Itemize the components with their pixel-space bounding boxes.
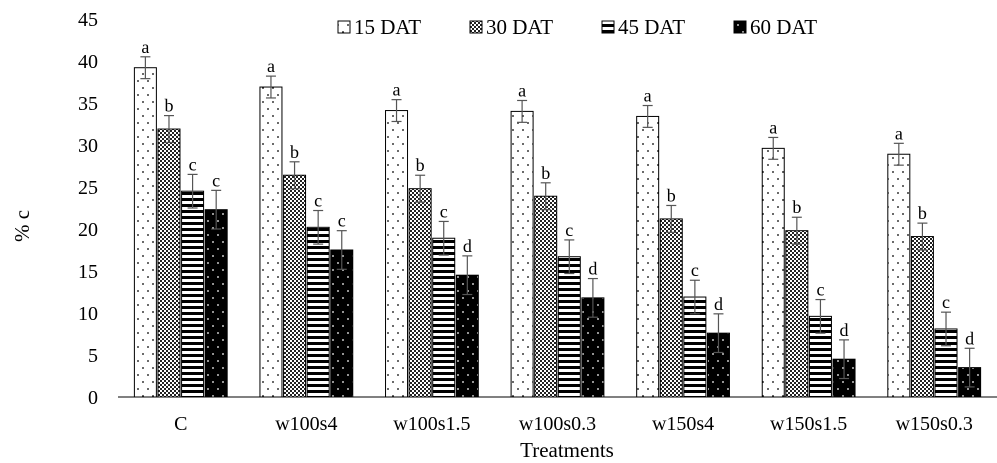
significance-letter: a [141, 37, 149, 57]
bar [534, 195, 558, 398]
legend-swatch [733, 20, 747, 34]
bar [283, 174, 307, 398]
bar [761, 147, 785, 398]
x-tick-label: w100s4 [275, 413, 337, 435]
significance-letter: d [714, 294, 723, 314]
significance-letter: b [541, 163, 550, 183]
significance-letter: a [895, 123, 903, 143]
bar [557, 256, 581, 398]
significance-letter: a [267, 56, 275, 76]
legend-label: 30 DAT [486, 15, 553, 39]
bar [306, 226, 330, 398]
bar [785, 230, 809, 398]
legend-swatch [337, 20, 351, 34]
bar [330, 249, 354, 398]
significance-letter: c [942, 292, 950, 312]
bar [133, 67, 157, 398]
significance-letter: d [965, 328, 974, 348]
significance-letter: c [565, 220, 573, 240]
significance-letter: a [769, 117, 777, 137]
legend-label: 15 DAT [354, 15, 421, 39]
significance-letter: b [918, 203, 927, 223]
significance-letter: c [189, 154, 197, 174]
legend-swatch [469, 20, 483, 34]
y-tick-label: 45 [78, 9, 98, 31]
significance-letter: d [840, 320, 849, 340]
bar [157, 128, 181, 398]
bar [636, 115, 660, 398]
y-tick-label: 20 [78, 219, 98, 241]
significance-letter: c [314, 191, 322, 211]
significance-letter: b [164, 96, 173, 116]
bar [204, 209, 228, 398]
legend-swatch [601, 20, 615, 34]
bar [408, 188, 432, 398]
x-tick-label: w150s0.3 [896, 413, 973, 435]
significance-letter: c [212, 170, 220, 190]
bar [510, 110, 534, 398]
significance-letter: a [644, 86, 652, 106]
y-tick-label: 35 [78, 93, 98, 115]
significance-letter: d [588, 259, 597, 279]
y-tick-label: 0 [88, 387, 98, 409]
legend-label: 60 DAT [750, 15, 817, 39]
significance-letter: c [338, 211, 346, 231]
legend-label: 45 DAT [618, 15, 685, 39]
y-tick-label: 15 [78, 261, 98, 283]
bar [432, 237, 456, 398]
significance-letter: b [667, 185, 676, 205]
significance-letter: a [393, 80, 401, 100]
significance-letter: b [792, 197, 801, 217]
x-tick-label: C [174, 413, 187, 435]
legend: 15 DAT 30 DAT 45 DAT 60 DAT [337, 15, 817, 39]
significance-letter: c [816, 280, 824, 300]
significance-letter: b [290, 142, 299, 162]
y-axis-title: % c [10, 210, 34, 242]
significance-letter: b [416, 155, 425, 175]
y-tick-label: 25 [78, 177, 98, 199]
bar [887, 153, 911, 398]
bar [259, 86, 283, 398]
y-axis: 0 5 10 15 20 25 30 35 40 45 [78, 9, 98, 409]
significance-letter: c [691, 260, 699, 280]
significance-letter: a [518, 80, 526, 100]
y-tick-label: 5 [88, 345, 98, 367]
x-tick-label: w150s4 [652, 413, 714, 435]
bar [385, 110, 409, 398]
significance-letter: c [440, 201, 448, 221]
significance-letter: d [463, 236, 472, 256]
x-tick-label: w100s0.3 [519, 413, 596, 435]
bar [659, 218, 683, 398]
x-axis-title: Treatments [520, 438, 614, 462]
y-tick-label: 30 [78, 135, 98, 157]
x-tick-label: w100s1.5 [393, 413, 470, 435]
bar [181, 190, 205, 398]
x-tick-label: w150s1.5 [770, 413, 847, 435]
bar [910, 236, 934, 398]
y-tick-label: 10 [78, 303, 98, 325]
y-tick-label: 40 [78, 51, 98, 73]
